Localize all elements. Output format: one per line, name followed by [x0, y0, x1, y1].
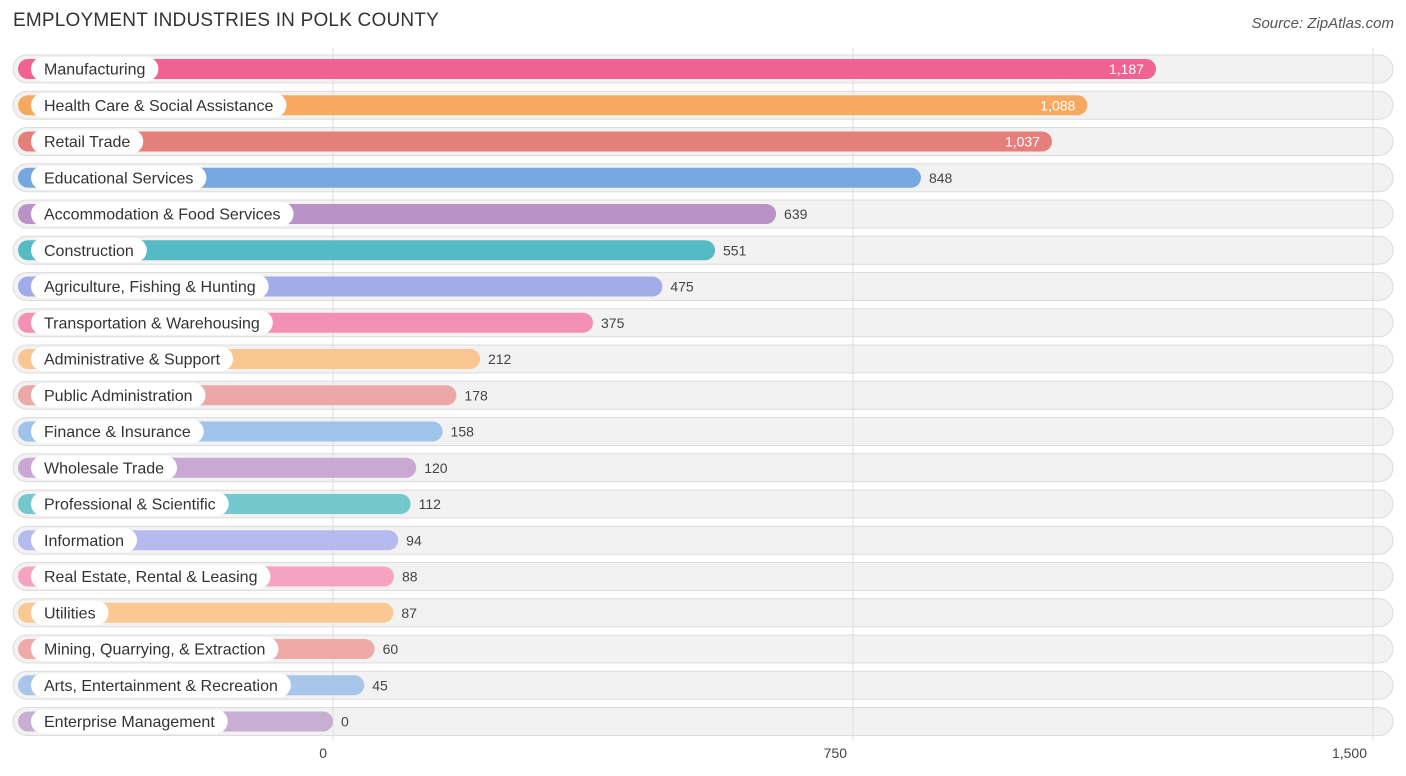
x-tick-label: 750	[824, 745, 848, 761]
value-label: 639	[784, 206, 808, 222]
category-label-pill	[31, 202, 294, 226]
value-label: 1,088	[1040, 97, 1075, 113]
category-label: Real Estate, Rental & Leasing	[44, 569, 257, 586]
category-label: Accommodation & Food Services	[44, 207, 281, 224]
category-label-pill	[31, 347, 234, 371]
value-label: 60	[383, 641, 399, 657]
value-label: 112	[419, 496, 442, 512]
category-label: Arts, Entertainment & Recreation	[44, 678, 278, 695]
value-label: 158	[451, 424, 475, 440]
row-background	[12, 707, 1394, 736]
value-label: 0	[341, 714, 349, 730]
value-label: 1,037	[1005, 134, 1040, 150]
category-label-pill	[31, 383, 206, 408]
x-tick-label: 1,500	[1332, 745, 1367, 761]
value-label: 212	[488, 351, 512, 367]
value-label: 178	[464, 387, 488, 403]
category-label: Educational Services	[44, 170, 193, 187]
category-label: Agriculture, Fishing & Hunting	[44, 279, 256, 296]
bar	[18, 167, 921, 188]
x-tick-label: 0	[319, 745, 327, 761]
category-label-pill	[31, 238, 147, 263]
category-label: Finance & Insurance	[44, 424, 191, 441]
value-label: 88	[402, 569, 418, 585]
category-label: Professional & Scientific	[44, 497, 216, 514]
category-label: Wholesale Trade	[44, 460, 164, 477]
category-label: Administrative & Support	[44, 352, 221, 369]
category-label: Construction	[44, 243, 134, 260]
value-label: 375	[601, 315, 625, 331]
category-label: Mining, Quarrying, & Extraction	[44, 642, 265, 659]
value-label: 45	[372, 677, 388, 693]
category-label: Enterprise Management	[44, 714, 215, 731]
bar	[18, 59, 1156, 79]
category-label: Retail Trade	[44, 134, 130, 151]
value-label: 87	[401, 605, 417, 621]
x-axis: 0 750 1,500	[319, 745, 1367, 761]
category-label: Manufacturing	[44, 62, 145, 79]
value-label: 848	[929, 170, 953, 186]
category-label-pill	[31, 673, 291, 698]
category-label: Public Administration	[44, 388, 193, 405]
category-label: Health Care & Social Assistance	[44, 98, 274, 115]
category-label-pill	[31, 93, 287, 118]
category-label-pill	[31, 455, 178, 480]
category-label-pill	[31, 600, 109, 625]
category-label-pill	[31, 564, 271, 589]
category-label-pill	[31, 709, 228, 734]
category-label-pill	[31, 637, 279, 661]
value-label: 94	[406, 532, 422, 548]
category-label-pill	[31, 57, 159, 81]
category-label-pill	[31, 310, 273, 335]
value-label: 551	[723, 242, 747, 258]
category-label-pill	[31, 492, 229, 516]
bar	[18, 131, 1052, 152]
value-label: 1,187	[1109, 61, 1144, 77]
value-label: 475	[670, 279, 694, 295]
source-note: Source: ZipAtlas.com	[1251, 15, 1394, 32]
category-label: Transportation & Warehousing	[44, 315, 260, 332]
category-label-pill	[31, 274, 269, 299]
category-label: Information	[44, 533, 124, 550]
value-label: 120	[424, 460, 448, 476]
category-label-pill	[31, 528, 138, 553]
category-label-pill	[31, 129, 144, 154]
bars: Manufacturing 1,187 Health Care & Social A…	[18, 57, 1156, 734]
bar	[18, 602, 394, 623]
category-label-pill	[31, 419, 204, 444]
bar	[18, 240, 716, 261]
chart-title: EMPLOYMENT INDUSTRIES IN POLK COUNTY	[13, 10, 439, 31]
category-label: Utilities	[44, 605, 96, 622]
category-label-pill	[31, 165, 207, 190]
